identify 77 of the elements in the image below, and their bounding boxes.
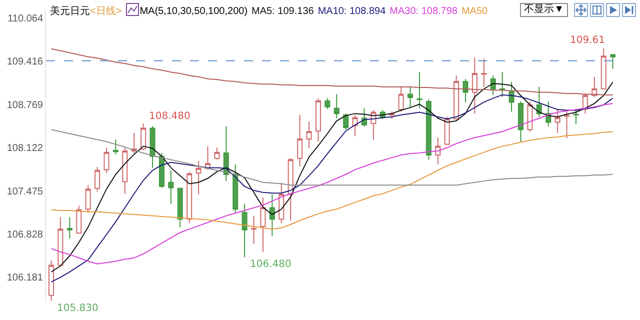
candlestick	[232, 164, 238, 213]
candlestick	[481, 58, 487, 88]
line-series	[50, 48, 614, 96]
candlestick	[223, 126, 229, 182]
candlestick	[58, 216, 64, 266]
candlestick	[435, 137, 441, 165]
candlestick	[177, 187, 183, 228]
candlestick	[472, 56, 478, 114]
line-series	[50, 129, 614, 186]
candlestick	[444, 116, 450, 146]
text: MA5: 109.136	[252, 6, 314, 17]
y-tick-label: 108.122	[6, 143, 44, 154]
text: MA50	[461, 6, 488, 17]
candlestick	[158, 152, 164, 188]
candlestick	[398, 86, 404, 112]
y-tick-label: 106.828	[6, 229, 44, 240]
y-tick-label: 109.416	[6, 56, 44, 68]
candlestick	[76, 205, 82, 234]
candlestick	[426, 99, 432, 160]
candlestick	[508, 82, 514, 112]
candlestick	[554, 108, 560, 134]
candlestick	[214, 147, 220, 160]
candlestick	[150, 126, 156, 168]
candlestick	[242, 203, 248, 258]
chart-title: 美元日元	[50, 6, 90, 17]
text: MA10: 108.894	[318, 6, 386, 17]
candlestick	[324, 98, 330, 110]
candlestick	[343, 113, 349, 130]
annotation: 108.480	[149, 111, 190, 122]
annotation: 不显示▼	[520, 3, 568, 17]
candlestick	[122, 147, 128, 194]
candlestick	[454, 74, 460, 120]
annotation: MA(5,10,30,50,100,200)	[140, 6, 248, 17]
candlestick	[334, 94, 340, 119]
candlestick	[408, 86, 414, 108]
candlestick	[269, 194, 275, 236]
candlestick	[85, 184, 91, 213]
candlestick	[352, 114, 358, 137]
candlestick	[186, 171, 192, 224]
annotation: 106.480	[250, 259, 292, 270]
line-series	[50, 131, 614, 230]
candlestick	[536, 86, 542, 118]
y-tick-label: 107.475	[6, 186, 44, 198]
candlestick	[527, 101, 533, 132]
candlestick	[490, 74, 496, 96]
candlestick	[306, 121, 312, 149]
candlestick	[94, 166, 100, 192]
candlestick	[315, 98, 321, 142]
candlestick	[104, 147, 110, 174]
annotation: 109.61	[570, 35, 605, 46]
candlestick	[416, 72, 422, 109]
candlestick	[260, 197, 266, 252]
candlestick	[500, 72, 506, 98]
candlestick	[462, 78, 468, 103]
candlestick	[251, 215, 257, 244]
candlestick	[600, 48, 606, 90]
candlestick	[518, 101, 524, 142]
candlestick	[168, 170, 174, 204]
candlestick	[278, 182, 284, 224]
candlestick	[361, 108, 367, 127]
candlestick	[610, 54, 616, 70]
y-tick-label: 108.769	[6, 100, 44, 111]
chart-subtitle: <日线>	[90, 6, 122, 17]
candlestick	[112, 139, 118, 155]
candlestick	[573, 108, 579, 125]
y-tick-label: 110.064	[8, 13, 44, 24]
candlestick	[297, 114, 303, 167]
candlestick	[66, 216, 72, 240]
candlestick	[288, 158, 294, 221]
candlestick	[564, 111, 570, 139]
candlestick	[48, 260, 54, 302]
candlestick	[140, 123, 146, 151]
text: MA30: 108.798	[390, 6, 458, 17]
text: 105.830	[57, 303, 98, 314]
y-tick-label: 106.181	[6, 272, 44, 284]
candlestick	[196, 160, 202, 195]
candlestick	[592, 76, 598, 98]
